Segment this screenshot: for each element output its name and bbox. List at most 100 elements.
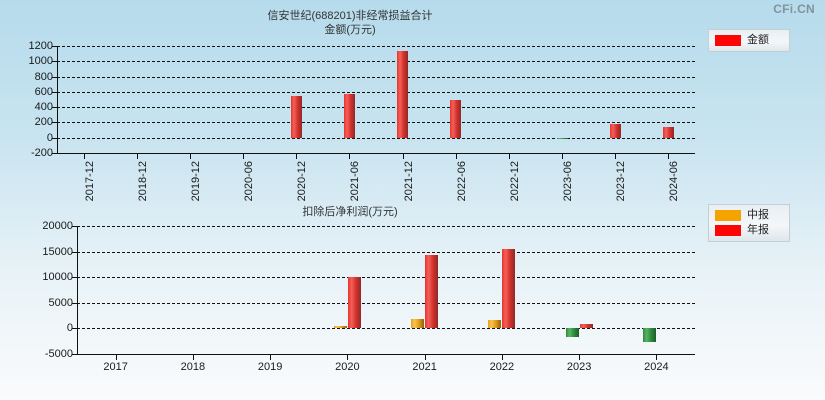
bar-中报-2022[interactable]	[488, 320, 502, 329]
legend-item-amount[interactable]: 金额	[715, 33, 781, 48]
x-axis-tick-label: 2021	[412, 361, 437, 373]
bottom-chart-title: 扣除后净利润(万元)	[302, 206, 398, 218]
gridline	[57, 76, 695, 78]
legend-item-annual-report[interactable]: 年报	[715, 223, 781, 238]
bar-金额-2021-06[interactable]	[343, 94, 355, 138]
top-chart-panel: 信安世纪(688201)非经常损益合计 金额(万元) 1200 1000 800 60…	[0, 0, 700, 201]
y-tick-mark	[72, 302, 77, 304]
x-tick-mark	[347, 354, 349, 360]
x-tick-mark	[579, 354, 581, 360]
y-axis-tick-label: 800	[34, 70, 53, 83]
x-tick-mark	[508, 153, 510, 159]
x-axis-tick-label: 2022	[489, 361, 515, 373]
x-tick-mark	[455, 153, 457, 159]
gridline	[57, 107, 695, 109]
y-tick-mark	[72, 251, 77, 253]
y-tick-mark	[52, 61, 57, 63]
x-axis-tick-label: 2017	[103, 361, 128, 373]
top-chart-title-line1: 信安世纪(688201)非经常损益合计	[267, 10, 433, 22]
y-tick-mark	[72, 328, 77, 330]
y-axis-tick-label: 5000	[48, 296, 73, 309]
y-tick-mark	[52, 46, 57, 47]
watermark-label: CFi.CN	[773, 2, 815, 16]
top-chart-legend: 金额	[708, 29, 790, 52]
x-tick-mark	[615, 153, 617, 159]
legend-label-annual-report: 年报	[747, 224, 769, 236]
y-tick-mark	[52, 153, 57, 154]
x-axis-tick-label: 2018	[180, 361, 206, 373]
y-axis-tick-label: 15000	[42, 245, 73, 258]
y-tick-mark	[52, 107, 57, 109]
y-axis-tick-label: 400	[34, 101, 53, 114]
x-tick-mark	[349, 153, 351, 159]
y-axis-tick-label: -5000	[44, 348, 73, 360]
x-axis-tick-label: 2024	[644, 361, 669, 373]
bar-金额-2023-06[interactable]	[556, 137, 568, 140]
gridline	[57, 122, 695, 124]
x-tick-mark	[668, 153, 670, 159]
y-axis-tick-label: 10000	[42, 271, 73, 284]
legend-swatch-interim-icon	[715, 210, 741, 221]
gridline	[77, 302, 695, 304]
legend-label-amount: 金额	[747, 34, 769, 46]
x-tick-mark	[296, 153, 298, 159]
x-tick-mark	[656, 354, 658, 360]
bar-中报-2021[interactable]	[411, 318, 425, 329]
gridline	[77, 328, 695, 330]
bar-金额-2022-06[interactable]	[450, 100, 462, 138]
top-chart-title-line2: 金额(万元)	[324, 24, 376, 36]
bottom-chart-legend: 中报 年报	[708, 204, 790, 242]
gridline	[57, 137, 695, 139]
bar-年报-2023[interactable]	[579, 324, 593, 329]
x-axis-tick-label: 2019	[257, 361, 283, 373]
gridline	[57, 46, 695, 47]
y-axis-tick-label: 1000	[28, 55, 53, 68]
legend-label-interim-report: 中报	[747, 209, 769, 221]
bar-年报-2021[interactable]	[425, 254, 439, 329]
x-tick-mark	[270, 354, 272, 360]
x-tick-mark	[402, 153, 404, 159]
x-tick-mark	[192, 354, 194, 360]
y-tick-mark	[52, 122, 57, 124]
y-axis-tick-label: 0	[66, 322, 73, 335]
bar-年报-2022[interactable]	[502, 249, 516, 329]
x-axis-line	[57, 153, 695, 154]
y-axis-line	[77, 226, 78, 354]
y-tick-mark	[72, 277, 77, 279]
gridline	[57, 91, 695, 93]
y-tick-mark	[52, 137, 57, 139]
y-axis-tick-label: 1200	[28, 40, 53, 52]
x-axis-line	[77, 354, 695, 355]
bar-金额-2023-12[interactable]	[609, 123, 621, 138]
gridline	[57, 61, 695, 63]
y-tick-mark	[52, 76, 57, 78]
bar-中报-2024[interactable]	[642, 328, 656, 343]
x-tick-mark	[115, 354, 117, 360]
x-tick-mark	[136, 153, 138, 159]
x-tick-mark	[424, 354, 426, 360]
bar-年报-2020[interactable]	[347, 276, 361, 329]
y-axis-tick-label: 0	[46, 131, 53, 144]
y-axis-tick-label: 200	[34, 116, 53, 129]
gridline	[77, 251, 695, 253]
x-tick-mark	[243, 153, 245, 159]
legend-item-interim-report[interactable]: 中报	[715, 208, 781, 223]
bar-中报-2023[interactable]	[565, 328, 579, 338]
bottom-chart-plot-area: 20000 15000 10000 5000 0 -5000 2017 2018 2019 202…	[42, 220, 695, 373]
bar-金额-2024-06[interactable]	[662, 126, 674, 138]
bar-金额-2021-12[interactable]	[397, 50, 409, 138]
y-axis-tick-label: 20000	[42, 220, 73, 232]
y-tick-mark	[72, 354, 77, 355]
legend-swatch-amount-icon	[715, 35, 741, 46]
gridline	[77, 226, 695, 227]
bar-中报-2020[interactable]	[333, 325, 347, 329]
x-tick-mark	[501, 354, 503, 360]
x-tick-mark	[83, 153, 85, 159]
y-axis-line	[57, 46, 58, 153]
y-axis-tick-label: 600	[34, 85, 53, 98]
gridline	[77, 277, 695, 279]
x-tick-mark	[189, 153, 191, 159]
bottom-chart-panel: 扣除后净利润(万元) 20000 15000 10000 5000 0 -5000 2017…	[0, 196, 700, 400]
bar-金额-2020-12[interactable]	[290, 96, 302, 138]
